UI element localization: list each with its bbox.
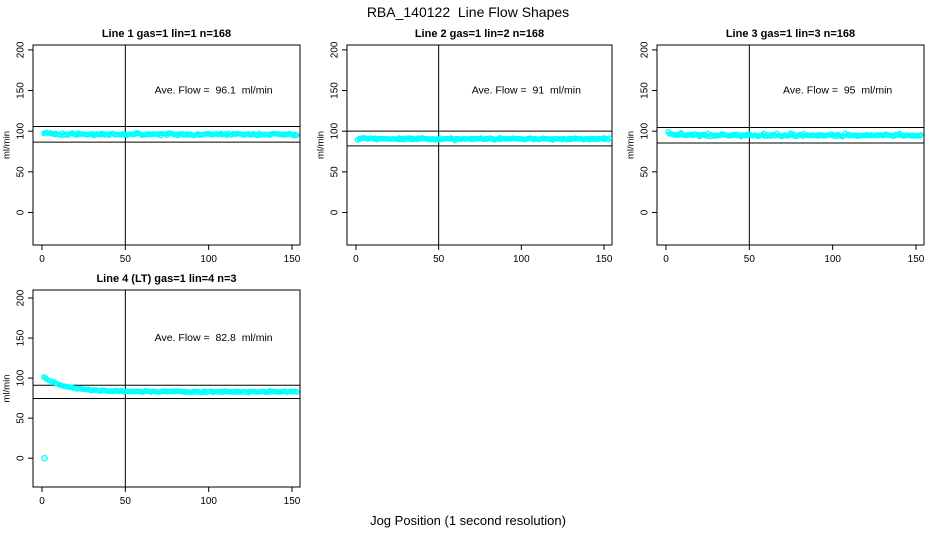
- x-tick-label: 150: [284, 496, 301, 507]
- panel-2: Line 2 gas=1 lin=2 n=168 0 50 100 150 0 50 100 1…: [316, 28, 613, 265]
- x-tick-label: 0: [663, 254, 669, 265]
- flow-data-points: [41, 129, 300, 139]
- panel-4: Line 4 (LT) gas=1 lin=4 n=3 0 50 100 150 0 50 1…: [2, 273, 301, 507]
- ave-flow-annotation: Ave. Flow = 95 ml/min: [783, 85, 892, 97]
- y-tick-label: 150: [640, 82, 651, 99]
- x-tick-label: 50: [120, 496, 132, 507]
- x-axis-title: Jog Position (1 second resolution): [370, 513, 566, 528]
- x-tick-label: 150: [284, 254, 301, 265]
- panel-title: Line 1 gas=1 lin=1 n=168: [102, 28, 231, 40]
- y-axis-title: ml/min: [2, 375, 13, 403]
- y-axis-title: ml/min: [2, 131, 13, 159]
- y-tick-label: 200: [16, 41, 27, 58]
- y-tick-label: 100: [16, 369, 27, 386]
- panel-title: Line 4 (LT) gas=1 lin=4 n=3: [96, 273, 236, 285]
- x-tick-label: 50: [744, 254, 756, 265]
- x-tick-label: 150: [908, 254, 925, 265]
- x-tick-label: 100: [513, 254, 530, 265]
- plot-border: [32, 289, 301, 488]
- chart-title: RBA_140122 Line Flow Shapes: [366, 4, 570, 20]
- y-tick-label: 100: [16, 122, 27, 139]
- ave-flow-annotation: Ave. Flow = 91 ml/min: [472, 85, 581, 97]
- ave-flow-annotation: Ave. Flow = 96.1 ml/min: [155, 85, 273, 97]
- y-axis-title: ml/min: [316, 131, 327, 159]
- y-tick-label: 0: [640, 209, 651, 215]
- x-tick-label: 100: [200, 254, 217, 265]
- y-tick-label: 200: [330, 41, 341, 58]
- panel-title: Line 2 gas=1 lin=2 n=168: [415, 28, 544, 40]
- plot-border: [32, 44, 301, 246]
- x-tick-label: 100: [824, 254, 841, 265]
- y-tick-label: 50: [330, 166, 341, 178]
- flow-data-points: [41, 374, 300, 462]
- y-tick-label: 50: [16, 412, 27, 424]
- flow-data-points: [354, 134, 613, 144]
- x-tick-label: 50: [433, 254, 445, 265]
- y-tick-label: 150: [16, 329, 27, 346]
- y-tick-label: 50: [640, 166, 651, 178]
- ave-flow-annotation: Ave. Flow = 82.8 ml/min: [155, 332, 273, 344]
- panel-3: Line 3 gas=1 lin=3 n=168 0 50 100 150 0 50 100 1…: [626, 28, 925, 265]
- outlier-point: [41, 454, 48, 462]
- x-tick-label: 50: [120, 254, 132, 265]
- x-tick-label: 100: [200, 496, 217, 507]
- y-tick-label: 0: [330, 209, 341, 215]
- y-tick-label: 0: [16, 209, 27, 215]
- y-tick-label: 100: [330, 122, 341, 139]
- x-tick-label: 0: [353, 254, 359, 265]
- x-tick-label: 150: [596, 254, 613, 265]
- y-tick-label: 200: [16, 289, 27, 306]
- flow-data-points: [665, 128, 924, 140]
- y-tick-label: 200: [640, 41, 651, 58]
- plot-border: [656, 44, 925, 246]
- y-tick-label: 150: [330, 82, 341, 99]
- y-tick-label: 0: [16, 455, 27, 461]
- y-tick-label: 50: [16, 166, 27, 178]
- y-tick-label: 100: [640, 122, 651, 139]
- x-tick-label: 0: [39, 496, 45, 507]
- y-axis-title: ml/min: [626, 131, 637, 159]
- plot-border: [346, 44, 613, 246]
- y-tick-label: 150: [16, 82, 27, 99]
- panel-1: Line 1 gas=1 lin=1 n=168 0 50 100 150 0 50 100 1…: [2, 28, 301, 265]
- panel-title: Line 3 gas=1 lin=3 n=168: [726, 28, 855, 40]
- x-tick-label: 0: [39, 254, 45, 265]
